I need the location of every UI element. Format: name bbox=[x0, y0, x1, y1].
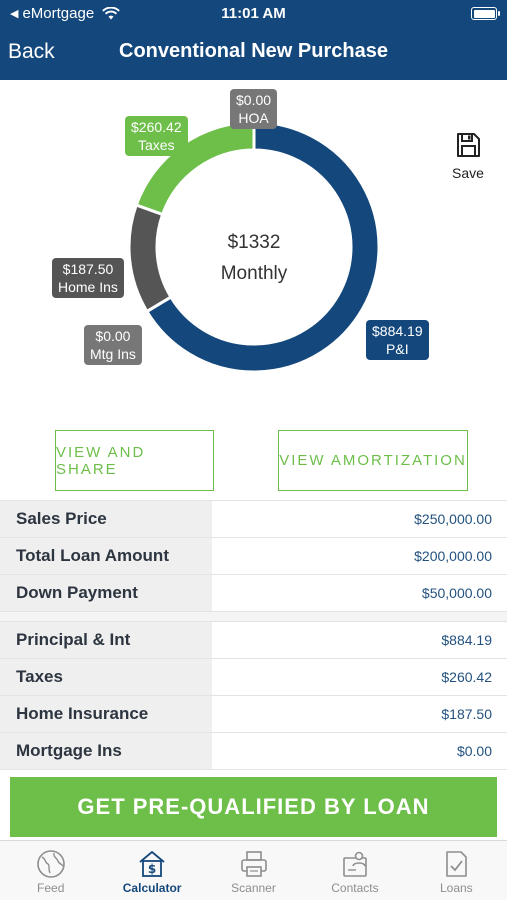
table-row: Home Insurance $187.50 bbox=[0, 696, 507, 733]
label-hoa: $0.00 HOA bbox=[230, 89, 278, 129]
row-value[interactable]: $187.50 bbox=[212, 696, 507, 732]
row-label: Mortgage Ins bbox=[0, 733, 212, 769]
table-row: Mortgage Ins $0.00 bbox=[0, 733, 507, 770]
label-pi-name: P&I bbox=[386, 341, 409, 357]
monthly-total: $1332 bbox=[227, 232, 281, 253]
nav-bar: Back Conventional New Purchase bbox=[0, 32, 507, 74]
label-taxes: $260.42 Taxes bbox=[125, 116, 188, 156]
page-title: Conventional New Purchase bbox=[119, 40, 388, 62]
document-check-icon bbox=[446, 851, 468, 877]
loan-summary-table: Sales Price $250,000.00 Total Loan Amoun… bbox=[0, 500, 507, 612]
label-hoa-amount: $0.00 bbox=[236, 92, 272, 108]
label-home-ins: $187.50 Home Ins bbox=[52, 258, 124, 298]
table-row: Down Payment $50,000.00 bbox=[0, 575, 507, 612]
tab-feed[interactable]: Feed bbox=[0, 841, 101, 900]
tab-loans-label: Loans bbox=[439, 881, 473, 895]
row-label: Down Payment bbox=[0, 575, 212, 611]
svg-text:$: $ bbox=[148, 862, 156, 876]
monthly-caption: Monthly bbox=[220, 263, 288, 284]
get-pre-qualified-button[interactable]: GET PRE-QUALIFIED BY LOAN bbox=[10, 777, 497, 837]
row-label: Taxes bbox=[0, 659, 212, 695]
label-home-ins-amount: $187.50 bbox=[62, 261, 114, 277]
label-home-ins-name: Home Ins bbox=[58, 279, 118, 295]
clock: 11:01 AM bbox=[221, 5, 286, 22]
view-amortization-button[interactable]: VIEW AMORTIZATION bbox=[278, 430, 468, 491]
view-and-share-button[interactable]: VIEW AND SHARE bbox=[55, 430, 214, 491]
tab-feed-label: Feed bbox=[37, 881, 65, 895]
slice-home-ins bbox=[127, 203, 173, 314]
donut-chart bbox=[127, 120, 381, 374]
row-value[interactable]: $200,000.00 bbox=[212, 538, 507, 574]
tab-bar: Feed $ Calculator Scanner Contacts bbox=[0, 840, 507, 900]
label-taxes-amount: $260.42 bbox=[131, 119, 182, 135]
row-label: Sales Price bbox=[0, 501, 212, 537]
tab-contacts-label: Contacts bbox=[331, 881, 379, 895]
tab-contacts[interactable]: Contacts bbox=[304, 841, 405, 900]
section-divider bbox=[0, 611, 507, 621]
row-label: Total Loan Amount bbox=[0, 538, 212, 574]
table-row: Taxes $260.42 bbox=[0, 659, 507, 696]
tab-scanner-label: Scanner bbox=[231, 881, 276, 895]
printer-icon bbox=[240, 851, 267, 877]
label-taxes-name: Taxes bbox=[138, 137, 175, 153]
carrier: ◀ eMortgage bbox=[10, 5, 120, 22]
label-mtg-ins-name: Mtg Ins bbox=[90, 346, 136, 362]
label-pi-amount: $884.19 bbox=[372, 323, 423, 339]
status-bar: ◀ eMortgage 11:01 AM bbox=[0, 0, 507, 28]
payment-chart: $1332 Monthly $0.00 HOA $260.42 Taxes $1… bbox=[0, 80, 507, 420]
table-row: Principal & Int $884.19 bbox=[0, 622, 507, 659]
globe-icon bbox=[36, 850, 65, 878]
contacts-icon bbox=[343, 851, 367, 877]
row-label: Principal & Int bbox=[0, 622, 212, 658]
wifi-icon bbox=[102, 7, 120, 20]
tab-loans[interactable]: Loans bbox=[406, 841, 507, 900]
row-value[interactable]: $50,000.00 bbox=[212, 575, 507, 611]
save-label: Save bbox=[452, 165, 484, 181]
row-label: Home Insurance bbox=[0, 696, 212, 732]
row-value[interactable]: $884.19 bbox=[212, 622, 507, 658]
row-value[interactable]: $260.42 bbox=[212, 659, 507, 695]
floppy-disk-icon bbox=[457, 133, 480, 157]
slice-pi bbox=[144, 120, 381, 374]
back-to-app-icon: ◀ bbox=[10, 8, 19, 20]
table-row: Total Loan Amount $200,000.00 bbox=[0, 538, 507, 575]
back-button[interactable]: Back bbox=[8, 40, 55, 63]
payment-breakdown-table: Principal & Int $884.19 Taxes $260.42 Ho… bbox=[0, 621, 507, 770]
battery-icon bbox=[471, 7, 500, 20]
top-bar: ◀ eMortgage 11:01 AM Back Conventional N… bbox=[0, 0, 507, 80]
tab-scanner[interactable]: Scanner bbox=[203, 841, 304, 900]
carrier-name: eMortgage bbox=[22, 5, 95, 22]
label-hoa-name: HOA bbox=[238, 110, 269, 126]
row-value[interactable]: $0.00 bbox=[212, 733, 507, 769]
label-mtg-ins-amount: $0.00 bbox=[95, 328, 131, 344]
save-button[interactable]: Save bbox=[448, 132, 488, 181]
label-mtg-ins: $0.00 Mtg Ins bbox=[84, 325, 142, 365]
row-value[interactable]: $250,000.00 bbox=[212, 501, 507, 537]
calculator-icon: $ bbox=[139, 851, 165, 877]
tab-calculator-label: Calculator bbox=[122, 881, 182, 895]
table-row: Sales Price $250,000.00 bbox=[0, 501, 507, 538]
tab-calculator[interactable]: $ Calculator bbox=[101, 841, 202, 900]
label-pi: $884.19 P&I bbox=[366, 320, 429, 360]
